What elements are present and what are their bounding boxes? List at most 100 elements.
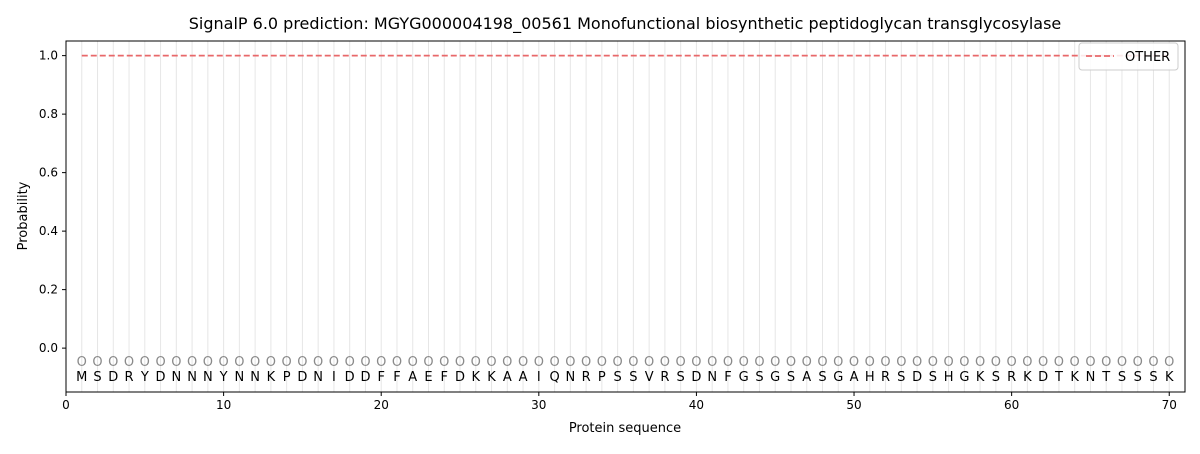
position-marker: O — [155, 355, 165, 370]
position-marker: O — [691, 355, 701, 370]
grid-lines — [81, 41, 1170, 392]
position-marker: O — [534, 355, 544, 370]
residue-label: F — [393, 370, 400, 385]
position-marker: O — [376, 355, 386, 370]
position-marker: O — [250, 355, 260, 370]
residue-label: K — [976, 370, 985, 385]
residue-label: D — [455, 370, 465, 385]
position-marker: O — [77, 355, 87, 370]
position-marker: O — [613, 355, 623, 370]
position-marker: O — [754, 355, 764, 370]
x-tick-label: 20 — [374, 398, 389, 412]
position-marker: O — [392, 355, 402, 370]
position-marker: O — [140, 355, 150, 370]
residue-label: D — [1038, 370, 1048, 385]
position-marker: O — [676, 355, 686, 370]
position-marker: O — [1164, 355, 1174, 370]
residue-label: V — [645, 370, 654, 385]
position-marker: O — [1054, 355, 1064, 370]
position-marker: O — [455, 355, 465, 370]
residue-label: S — [818, 370, 826, 385]
residue-label: D — [360, 370, 370, 385]
residue-label: N — [187, 370, 197, 385]
y-tick-label: 0.4 — [39, 224, 58, 238]
position-marker: O — [1022, 355, 1032, 370]
residue-label: R — [582, 370, 591, 385]
position-marker: O — [1101, 355, 1111, 370]
residue-label: N — [171, 370, 181, 385]
residue-label: S — [1118, 370, 1126, 385]
position-marker: O — [660, 355, 670, 370]
position-marker: O — [1085, 355, 1095, 370]
residue-label: A — [850, 370, 859, 385]
residue-label: S — [1149, 370, 1157, 385]
residue-label: A — [802, 370, 811, 385]
y-tick-label: 0.8 — [39, 107, 58, 121]
residue-label: S — [787, 370, 795, 385]
position-marker: O — [597, 355, 607, 370]
position-marker: O — [471, 355, 481, 370]
residue-label: E — [424, 370, 432, 385]
position-marker: O — [581, 355, 591, 370]
x-tick-label: 70 — [1162, 398, 1177, 412]
position-marker: O — [1070, 355, 1080, 370]
residue-label: R — [1007, 370, 1016, 385]
x-axis-label: Protein sequence — [569, 421, 681, 436]
position-marker: O — [408, 355, 418, 370]
position-marker: O — [865, 355, 875, 370]
residue-label: K — [1023, 370, 1032, 385]
position-marker: O — [928, 355, 938, 370]
position-marker: O — [549, 355, 559, 370]
position-marker: O — [959, 355, 969, 370]
residue-label: N — [250, 370, 260, 385]
position-marker: O — [1117, 355, 1127, 370]
position-marker: O — [802, 355, 812, 370]
residue-label: N — [313, 370, 323, 385]
residue-label: G — [739, 370, 749, 385]
residue-label: H — [944, 370, 954, 385]
residue-label: P — [283, 370, 291, 385]
position-marker: O — [124, 355, 134, 370]
residue-label: D — [156, 370, 166, 385]
position-marker: O — [203, 355, 213, 370]
legend: OTHER — [1078, 42, 1179, 71]
residue-label: N — [1086, 370, 1096, 385]
position-marker: O — [880, 355, 890, 370]
residue-label: K — [1070, 370, 1079, 385]
residue-label: N — [234, 370, 244, 385]
residue-label: K — [472, 370, 481, 385]
position-marker: O — [282, 355, 292, 370]
residue-label: R — [881, 370, 890, 385]
position-marker: O — [707, 355, 717, 370]
position-marker: O — [345, 355, 355, 370]
position-marker: O — [896, 355, 906, 370]
residue-label: N — [565, 370, 575, 385]
legend-label-other: OTHER — [1125, 50, 1170, 65]
y-tick-label: 0.0 — [39, 341, 58, 355]
residue-label: S — [992, 370, 1000, 385]
residue-label: F — [441, 370, 448, 385]
y-tick-label: 0.2 — [39, 283, 58, 297]
residue-label: N — [203, 370, 213, 385]
residue-label: I — [332, 370, 336, 385]
position-marker: O — [991, 355, 1001, 370]
residue-label: T — [1101, 370, 1110, 385]
position-marker: O — [1007, 355, 1017, 370]
position-marker: O — [1038, 355, 1048, 370]
x-tick-label: 50 — [846, 398, 861, 412]
residue-label: G — [959, 370, 969, 385]
x-tick-label: 40 — [689, 398, 704, 412]
position-marker: O — [234, 355, 244, 370]
position-marker: O — [423, 355, 433, 370]
position-marker: O — [439, 355, 449, 370]
x-tick-label: 60 — [1004, 398, 1019, 412]
residue-label: G — [833, 370, 843, 385]
position-marker: O — [266, 355, 276, 370]
residue-label: A — [408, 370, 417, 385]
position-marker: O — [313, 355, 323, 370]
residue-label: P — [598, 370, 606, 385]
position-marker: O — [187, 355, 197, 370]
residue-label: S — [629, 370, 637, 385]
residue-label: A — [503, 370, 512, 385]
